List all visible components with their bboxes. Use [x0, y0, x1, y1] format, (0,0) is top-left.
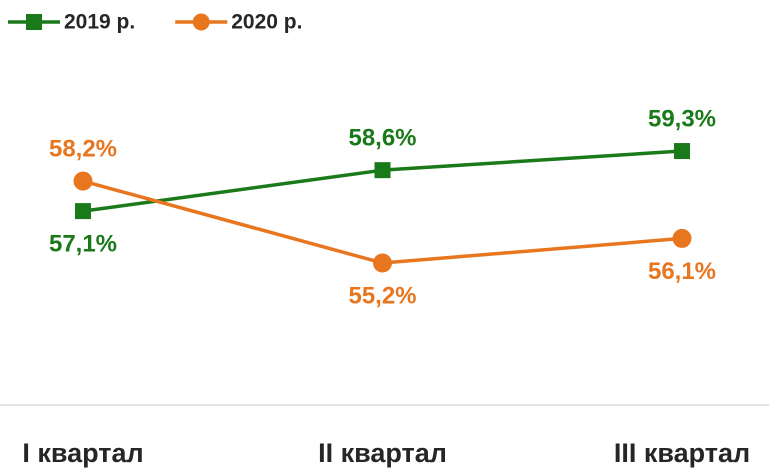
x-tick-label: II квартал [318, 438, 447, 468]
data-label: 56,1% [648, 258, 716, 285]
data-label: 58,2% [49, 135, 117, 162]
data-marker [374, 162, 391, 179]
x-tick-label: III квартал [614, 438, 750, 468]
x-tick-label: I квартал [22, 438, 143, 468]
legend-marker [26, 14, 42, 30]
data-marker [75, 203, 91, 220]
legend-label: 2020 р. [231, 11, 302, 34]
data-marker [73, 171, 93, 191]
legend-label: 2019 р. [64, 11, 135, 34]
legend-marker [192, 13, 210, 31]
data-marker [672, 228, 692, 248]
data-label: 57,1% [49, 230, 117, 257]
series-line [82, 179, 683, 265]
data-label: 59,3% [648, 105, 716, 132]
data-marker [373, 253, 392, 273]
series-line [82, 149, 683, 213]
data-marker [674, 143, 690, 160]
data-label: 55,2% [348, 282, 416, 309]
data-label: 58,6% [348, 124, 416, 151]
